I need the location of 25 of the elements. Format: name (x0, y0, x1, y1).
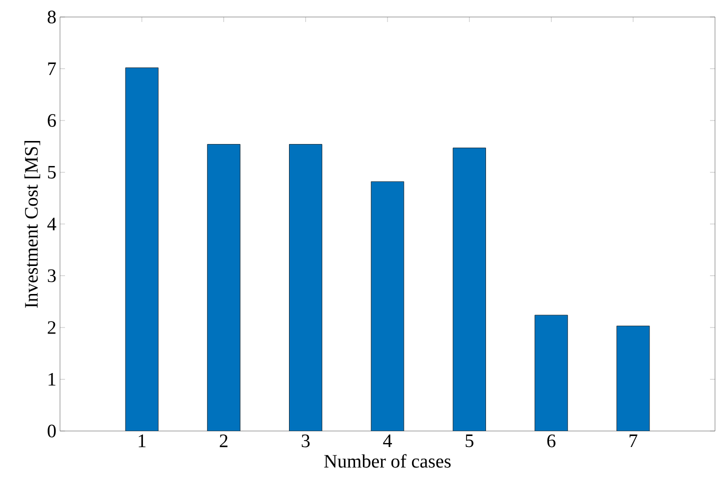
bar (452, 148, 486, 431)
x-tick-label: 6 (547, 434, 556, 448)
y-tick-label: 8 (48, 10, 56, 24)
bar (125, 68, 158, 431)
y-tick-label: 3 (48, 269, 56, 282)
bar (289, 144, 322, 431)
x-tick-label: 1 (138, 434, 146, 448)
x-tick-label: 7 (630, 434, 638, 447)
y-tick-label: 0 (48, 424, 56, 438)
y-tick-label: 7 (48, 62, 56, 75)
bar (534, 314, 568, 431)
y-tick-label: 1 (48, 372, 56, 386)
y-tick-label: 6 (48, 114, 56, 127)
bar (207, 144, 240, 431)
x-tick-label: 3 (302, 434, 310, 448)
bar (370, 181, 404, 431)
x-tick-label: 4 (383, 434, 392, 448)
x-axis-title: Number of cases (324, 454, 451, 468)
bar (616, 326, 650, 431)
x-tick-label: 5 (466, 434, 474, 448)
y-tick-label: 2 (48, 321, 56, 334)
y-tick-label: 4 (47, 218, 56, 230)
y-tick-label: 5 (48, 166, 56, 179)
x-tick-label: 2 (220, 434, 228, 448)
y-axis-title: Investment Cost [MS] (24, 140, 40, 308)
